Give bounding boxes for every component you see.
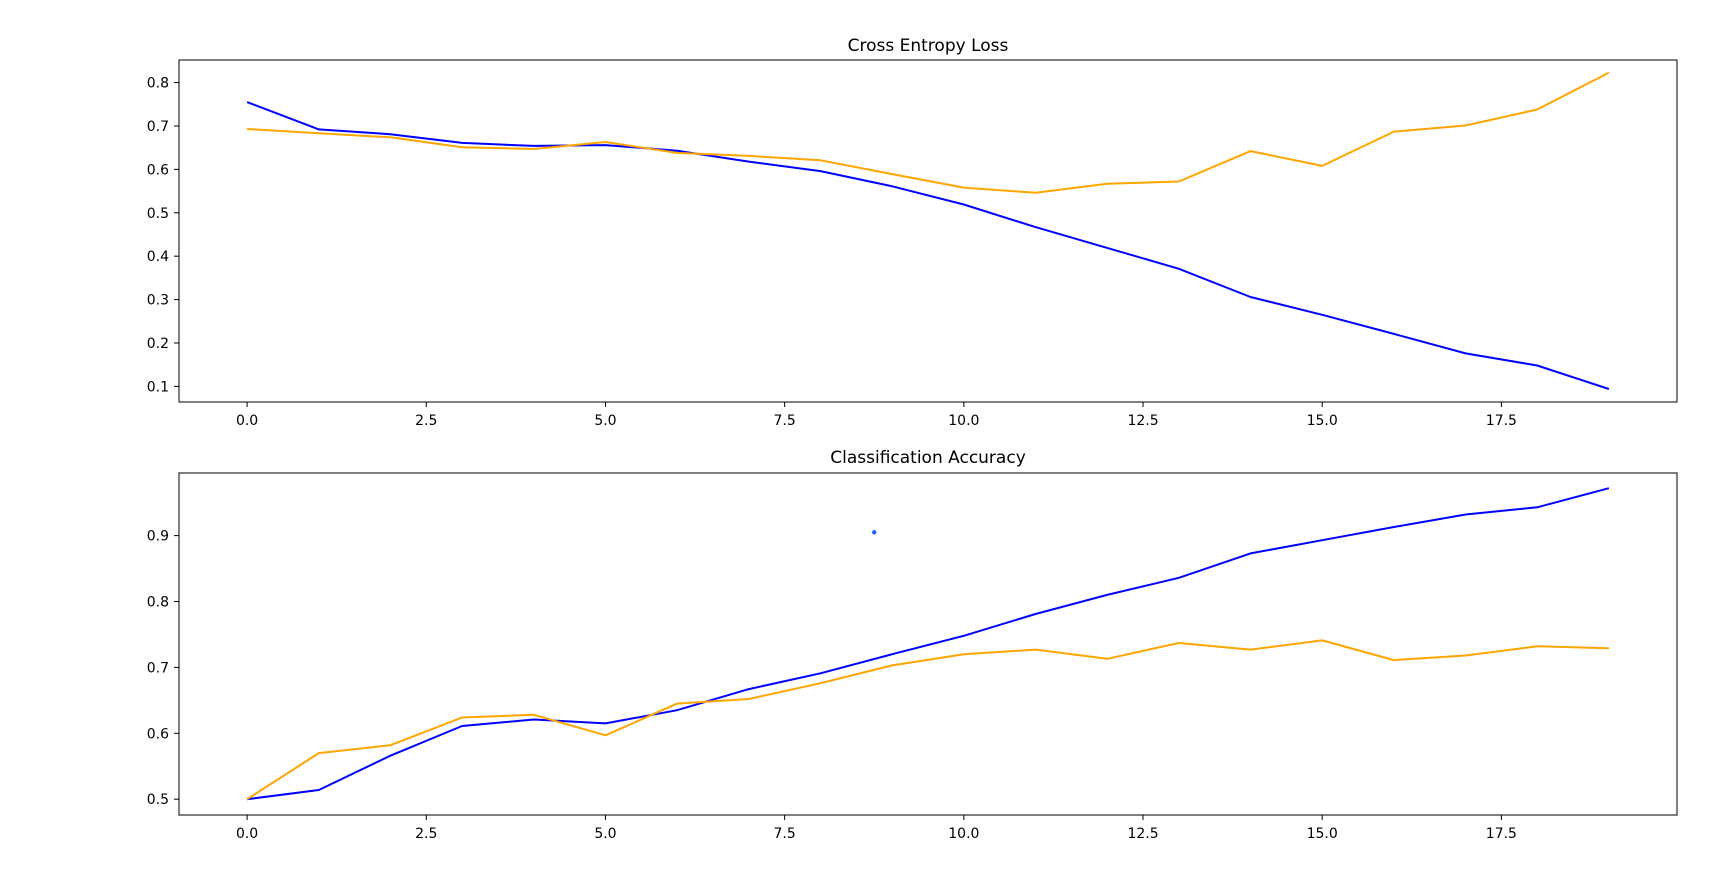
loss-y-tick-label: 0.6: [147, 162, 169, 178]
accuracy-series-blue-line: [246, 487, 1610, 801]
loss-x-tick-label: 17.5: [1486, 413, 1517, 429]
accuracy-series-orange-line: [246, 639, 1609, 801]
accuracy-panel: Classification Accuracy 0.0 2.5 5.0 7.5 10.0…: [147, 448, 1678, 842]
loss-x-tick-label: 5.0: [594, 413, 616, 429]
loss-y-tick-label: 0.7: [147, 119, 169, 135]
accuracy-x-tick-label: 0.0: [236, 826, 258, 842]
loss-x-tick-label: 15.0: [1307, 413, 1338, 429]
accuracy-marker-point: [872, 530, 877, 535]
loss-x-tick-label: 10.0: [948, 413, 979, 429]
accuracy-x-tick-label: 5.0: [594, 826, 616, 842]
loss-panel: Cross Entropy Loss 0.0 2.5 5.0 7.5 10.0 12.5 1…: [147, 36, 1678, 429]
loss-x-tick-label: 2.5: [415, 413, 437, 429]
loss-y-tick-label: 0.4: [147, 249, 169, 265]
accuracy-y-tick-label: 0.6: [147, 726, 169, 742]
loss-y-tick-label: 0.5: [147, 206, 169, 222]
accuracy-x-tick-label: 7.5: [774, 826, 796, 842]
accuracy-x-tick-label: 15.0: [1307, 826, 1338, 842]
accuracy-y-tick-label: 0.8: [147, 594, 169, 610]
loss-series-orange-line: [247, 71, 1610, 194]
accuracy-chart-title: Classification Accuracy: [830, 448, 1026, 468]
accuracy-y-tick-label: 0.5: [147, 792, 169, 808]
accuracy-x-tick-label: 2.5: [415, 826, 437, 842]
loss-y-tick-label: 0.2: [147, 336, 169, 352]
loss-x-tick-label: 7.5: [774, 413, 796, 429]
accuracy-axes-frame: [178, 472, 1678, 816]
accuracy-x-tick-label: 17.5: [1486, 826, 1517, 842]
loss-chart-title: Cross Entropy Loss: [848, 36, 1009, 56]
loss-x-tick-label: 12.5: [1127, 413, 1158, 429]
loss-y-tick-label: 0.8: [147, 76, 169, 92]
loss-y-tick-label: 0.1: [147, 379, 169, 395]
loss-axes-frame: [178, 59, 1678, 403]
accuracy-x-tick-label: 10.0: [948, 826, 979, 842]
accuracy-y-tick-label: 0.7: [147, 660, 169, 676]
loss-y-tick-label: 0.3: [147, 293, 169, 309]
accuracy-x-tick-label: 12.5: [1127, 826, 1158, 842]
accuracy-y-tick-label: 0.9: [147, 529, 169, 545]
loss-series-blue-line: [246, 101, 1610, 390]
loss-x-tick-label: 0.0: [236, 413, 258, 429]
